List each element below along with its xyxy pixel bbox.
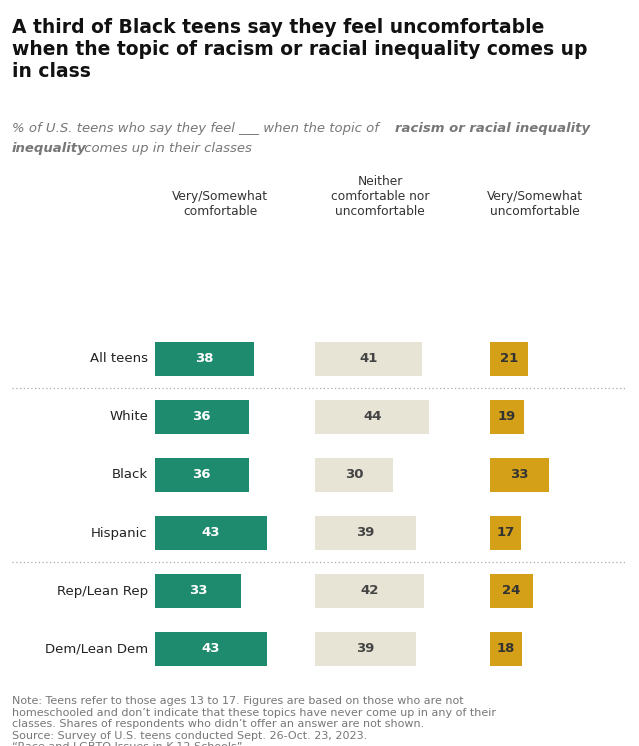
- Text: comes up in their classes: comes up in their classes: [80, 142, 252, 155]
- Text: 21: 21: [500, 353, 518, 366]
- Text: 39: 39: [357, 642, 375, 656]
- FancyBboxPatch shape: [315, 342, 422, 376]
- FancyBboxPatch shape: [490, 458, 550, 492]
- Text: Black: Black: [112, 468, 148, 481]
- Text: 41: 41: [359, 353, 378, 366]
- Text: Dem/Lean Dem: Dem/Lean Dem: [45, 642, 148, 656]
- Text: Very/Somewhat
uncomfortable: Very/Somewhat uncomfortable: [487, 190, 583, 218]
- Text: 18: 18: [497, 642, 516, 656]
- Text: 38: 38: [195, 353, 213, 366]
- FancyBboxPatch shape: [490, 574, 533, 608]
- Text: Very/Somewhat
comfortable: Very/Somewhat comfortable: [172, 190, 268, 218]
- FancyBboxPatch shape: [490, 342, 528, 376]
- Text: White: White: [109, 410, 148, 424]
- FancyBboxPatch shape: [315, 516, 417, 550]
- Text: All teens: All teens: [90, 353, 148, 366]
- Text: 19: 19: [498, 410, 516, 424]
- Text: Hispanic: Hispanic: [91, 527, 148, 539]
- Text: Note: Teens refer to those ages 13 to 17. Figures are based on those who are not: Note: Teens refer to those ages 13 to 17…: [12, 696, 496, 746]
- Text: Neither
comfortable nor
uncomfortable: Neither comfortable nor uncomfortable: [331, 175, 429, 218]
- Text: A third of Black teens say they feel uncomfortable
when the topic of racism or r: A third of Black teens say they feel unc…: [12, 18, 587, 81]
- FancyBboxPatch shape: [490, 632, 523, 666]
- FancyBboxPatch shape: [315, 632, 417, 666]
- Text: 43: 43: [202, 642, 220, 656]
- Text: 33: 33: [511, 468, 529, 481]
- Text: 33: 33: [189, 585, 207, 598]
- FancyBboxPatch shape: [315, 574, 424, 608]
- FancyBboxPatch shape: [155, 574, 241, 608]
- FancyBboxPatch shape: [155, 632, 267, 666]
- Text: 42: 42: [360, 585, 379, 598]
- Text: 44: 44: [363, 410, 381, 424]
- FancyBboxPatch shape: [490, 400, 524, 434]
- FancyBboxPatch shape: [490, 516, 521, 550]
- Text: 43: 43: [202, 527, 220, 539]
- Text: 36: 36: [192, 468, 211, 481]
- Text: 30: 30: [345, 468, 363, 481]
- FancyBboxPatch shape: [155, 516, 267, 550]
- Text: 39: 39: [357, 527, 375, 539]
- FancyBboxPatch shape: [155, 458, 249, 492]
- FancyBboxPatch shape: [155, 400, 249, 434]
- Text: racism or racial inequality: racism or racial inequality: [395, 122, 590, 135]
- Text: 24: 24: [502, 585, 521, 598]
- Text: 36: 36: [192, 410, 211, 424]
- Text: % of U.S. teens who say they feel ___ when the topic of: % of U.S. teens who say they feel ___ wh…: [12, 122, 383, 135]
- FancyBboxPatch shape: [315, 458, 393, 492]
- FancyBboxPatch shape: [155, 342, 254, 376]
- FancyBboxPatch shape: [315, 400, 429, 434]
- Text: Rep/Lean Rep: Rep/Lean Rep: [57, 585, 148, 598]
- Text: inequality: inequality: [12, 142, 87, 155]
- Text: 17: 17: [496, 527, 514, 539]
